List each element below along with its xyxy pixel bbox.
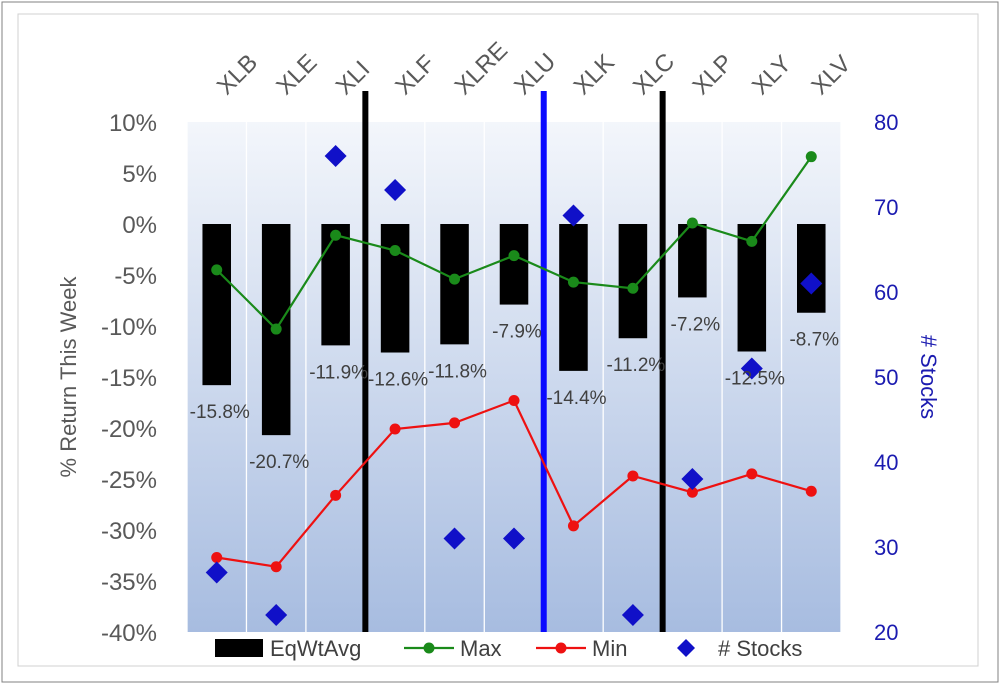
min-point-xli	[330, 489, 342, 501]
stocks-point-xlf	[384, 179, 407, 201]
separator-line	[540, 91, 547, 632]
bar-xlf	[380, 224, 410, 353]
legend-label: Min	[592, 636, 627, 661]
data-label: -11.2%	[607, 355, 666, 376]
stocks-point-xlre	[443, 527, 466, 550]
y-tick-label: -25%	[101, 467, 157, 494]
min-point-xlp	[686, 486, 698, 498]
y-tick-label: 0%	[122, 212, 157, 239]
bar-xlc	[618, 224, 648, 339]
y2-tick-label: 60	[874, 280, 898, 305]
y-tick-label: -10%	[101, 314, 157, 341]
bar-xlp	[678, 224, 707, 298]
max-point-xlf	[389, 245, 401, 257]
data-label: -7.2%	[671, 314, 721, 335]
max-point-xle	[270, 323, 282, 335]
stocks-point-xlv	[800, 272, 823, 295]
separator-line	[362, 91, 369, 632]
min-point-xlb	[211, 552, 223, 564]
legend: EqWtAvg Max Min # Stocks	[215, 636, 802, 661]
data-label: -15.8%	[190, 402, 250, 423]
y-tick-label: -35%	[101, 569, 157, 596]
data-label: -8.7%	[789, 330, 839, 351]
max-point-xlp	[686, 217, 698, 229]
y-tick-label: -15%	[101, 365, 157, 392]
legend-label: EqWtAvg	[270, 636, 361, 661]
data-label: -12.5%	[725, 369, 785, 390]
stocks-point-xlc	[621, 604, 644, 626]
min-point-xlk	[567, 520, 579, 532]
data-label: -14.4%	[546, 388, 606, 409]
legend-label: Max	[460, 636, 502, 661]
legend-swatch-marker	[423, 642, 435, 654]
y2-tick-label: 30	[874, 535, 898, 560]
y-axis-title: % Return This Week	[56, 276, 81, 478]
min-point-xly	[746, 468, 758, 480]
y2-tick-label: 50	[874, 365, 898, 390]
max-point-xlk	[567, 276, 579, 288]
stocks-point-xlb	[205, 561, 228, 584]
y2-tick-label: 40	[874, 450, 898, 475]
max-point-xly	[746, 235, 758, 247]
y2-tick-label: 80	[874, 110, 898, 135]
y2-axis-title: # Stocks	[916, 335, 941, 419]
min-point-xlre	[449, 417, 461, 429]
min-point-xlc	[627, 470, 639, 482]
stocks-point-xlk	[562, 204, 585, 227]
bar-xlb	[202, 224, 231, 386]
stocks-point-xlp	[681, 468, 704, 490]
max-point-xlv	[805, 151, 817, 163]
y2-tick-label: 70	[874, 195, 898, 220]
inner-border	[17, 13, 979, 667]
min-point-xlf	[389, 423, 401, 435]
y-tick-label: -40%	[101, 620, 157, 647]
min-point-xlv	[805, 485, 817, 497]
stocks-point-xly	[740, 357, 763, 380]
data-label: -11.8%	[428, 361, 487, 382]
bar-xli	[321, 224, 350, 346]
stocks-point-xli	[324, 145, 347, 167]
separator-line	[659, 91, 666, 632]
bar-xlk	[559, 224, 588, 371]
y-tick-label: 10%	[109, 110, 157, 137]
max-point-xlb	[211, 264, 223, 276]
min-point-xlu	[508, 394, 520, 406]
legend-swatch-diamond	[677, 639, 695, 657]
data-label: -12.6%	[368, 370, 428, 391]
stocks-point-xlu	[503, 527, 525, 550]
max-point-xlc	[627, 282, 639, 294]
y-tick-label: 5%	[122, 161, 157, 188]
stocks-point-xle	[265, 604, 288, 626]
legend-swatch-marker	[555, 642, 567, 654]
y-tick-label: -20%	[101, 416, 157, 443]
bar-xlv	[797, 224, 826, 313]
data-label: -20.7%	[249, 452, 309, 473]
min-point-xle	[270, 561, 282, 573]
bar-xlu	[499, 224, 529, 305]
data-label: -7.9%	[492, 322, 542, 343]
legend-swatch-eqwtavg	[215, 639, 263, 657]
max-point-xlu	[508, 250, 520, 262]
max-point-xlre	[449, 273, 461, 285]
max-point-xli	[330, 229, 342, 241]
data-label: -11.9%	[309, 362, 368, 383]
y2-tick-label: 20	[874, 620, 898, 645]
y-tick-label: -5%	[114, 263, 157, 290]
y-tick-label: -30%	[101, 518, 157, 545]
legend-label: # Stocks	[718, 636, 802, 661]
